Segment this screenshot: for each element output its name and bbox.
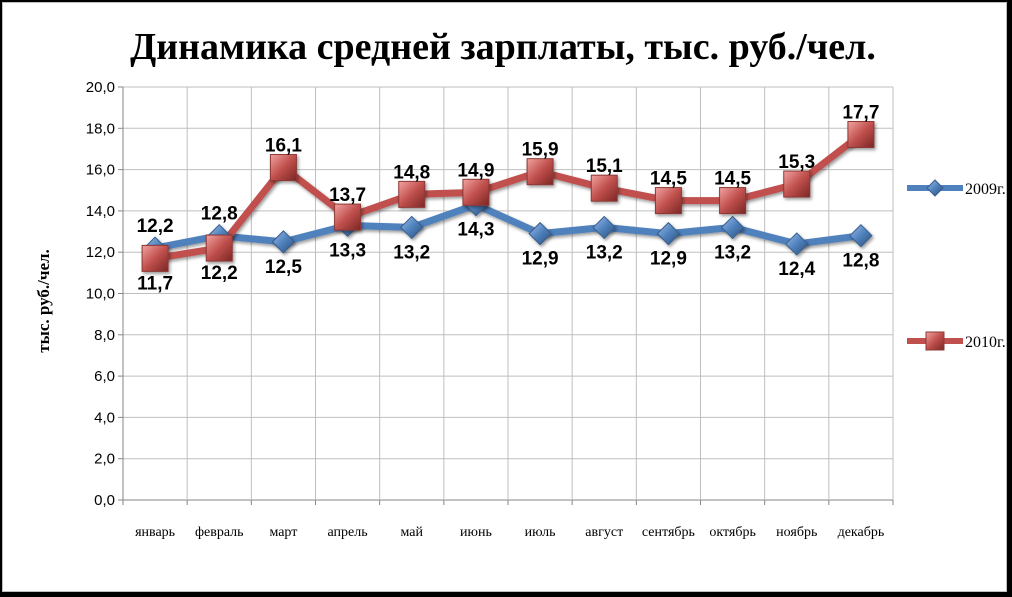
data-label: 14,8 [393,162,430,183]
data-label: 13,2 [586,242,623,263]
data-label: 14,9 [457,160,494,181]
data-point-marker [526,158,554,186]
data-point-marker [205,234,233,262]
chart-title: Динамика средней зарплаты, тыс. руб./чел… [130,26,876,68]
y-tick-label: 8,0 [94,327,115,344]
legend-marker [925,331,945,351]
data-point-marker [590,174,618,202]
data-point-marker [334,203,362,231]
data-label: 15,3 [778,152,815,173]
data-label: 11,7 [137,273,173,294]
data-label: 15,9 [522,140,559,161]
legend: 2009г. 2010г. [907,179,1006,351]
y-tick-label: 2,0 [94,451,115,468]
data-point-marker [719,187,747,215]
data-point-marker [398,180,426,208]
x-tick-label: сентябрь [642,525,695,540]
data-point-marker [462,178,490,206]
data-label: 13,7 [329,185,366,206]
data-point-marker [400,215,424,240]
data-point-marker [656,221,681,246]
data-label: 12,8 [842,251,879,272]
data-label: 13,3 [329,240,366,261]
data-label: 17,7 [842,102,879,123]
x-tick-label: апрель [328,525,368,540]
x-tick-label: февраль [195,525,244,540]
data-label: 12,4 [778,259,815,280]
y-axis-label: тыс. руб./чел. [34,249,53,353]
legend-label: 2010г. [965,334,1006,351]
y-tick-label: 14,0 [86,203,115,220]
data-label: 12,8 [201,204,238,225]
y-tick-label: 10,0 [86,286,115,303]
series-line-0 [151,201,865,252]
data-point-marker [847,120,875,148]
x-tick-label: ноябрь [776,525,817,540]
data-label: 13,2 [714,242,751,263]
data-label: 14,5 [650,169,687,190]
y-tick-label: 16,0 [86,162,115,179]
x-tick-label: март [269,525,297,540]
x-tick-label: июнь [460,525,492,540]
data-point-marker [654,187,682,215]
y-tick-label: 18,0 [86,120,115,137]
legend-marker [926,179,944,197]
data-point-marker [785,232,809,256]
y-tick-label: 4,0 [94,409,115,426]
data-point-marker [271,230,296,254]
y-tick-label: 20,0 [86,79,115,96]
data-label: 13,2 [393,242,430,263]
x-tick-label: май [401,525,424,540]
data-label: 16,1 [265,136,302,157]
x-tick-label: июль [525,525,556,540]
data-point-marker [141,244,169,272]
data-label: 12,9 [650,249,687,270]
y-tick-label: 12,0 [86,244,115,261]
data-label: 15,1 [586,156,623,177]
data-label: 14,3 [457,220,494,241]
data-label: 12,5 [265,257,302,278]
y-tick-label: 0,0 [94,492,115,509]
data-label: 14,5 [714,169,751,190]
data-point-marker [783,170,811,198]
x-tick-label: август [585,525,623,540]
data-point-marker [592,215,616,240]
x-tick-label: январь [135,525,175,540]
data-label: 12,9 [522,249,559,270]
data-point-marker [849,223,873,248]
x-tick-label: декабрь [838,525,885,540]
data-label: 12,2 [137,216,174,237]
y-tick-label: 6,0 [94,368,115,385]
x-tick-label: октябрь [709,525,756,540]
data-point-marker [720,215,745,240]
legend-label: 2009г. [965,181,1006,198]
data-point-marker [269,154,297,182]
line-chart: Динамика средней зарплаты, тыс. руб./чел… [34,26,1006,540]
data-label: 12,2 [201,263,238,284]
data-point-marker [528,221,552,246]
